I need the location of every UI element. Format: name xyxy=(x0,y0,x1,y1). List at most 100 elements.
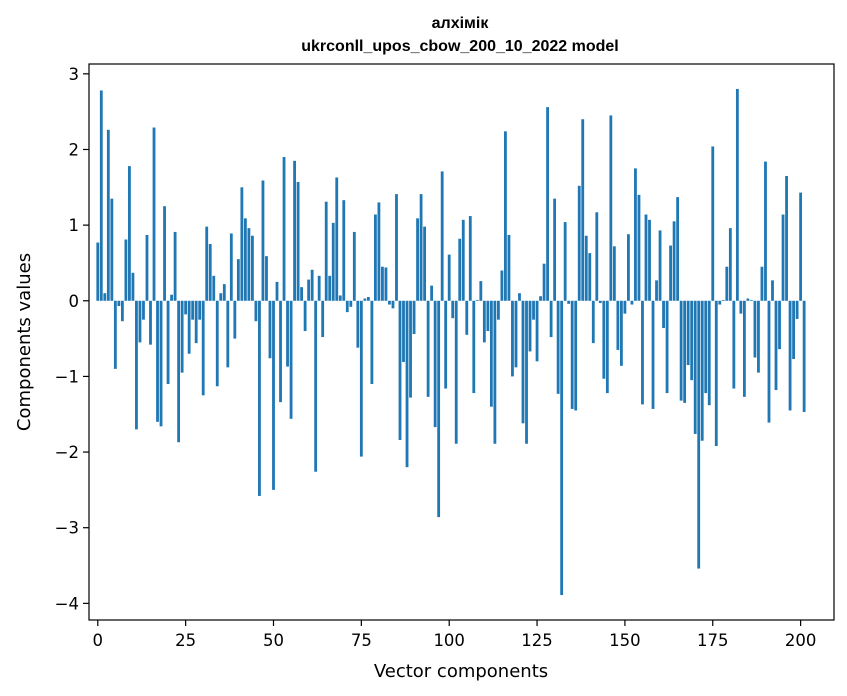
bar xyxy=(177,300,181,443)
bar xyxy=(602,300,606,379)
bar xyxy=(156,300,159,422)
bar xyxy=(113,300,117,369)
bar xyxy=(612,246,616,301)
bar xyxy=(567,300,571,304)
bar xyxy=(289,300,293,419)
bar xyxy=(619,300,623,366)
bar xyxy=(120,300,124,322)
bar xyxy=(391,300,395,309)
bar xyxy=(279,300,282,403)
bar xyxy=(496,300,500,320)
bar xyxy=(229,233,233,301)
bar xyxy=(135,300,138,430)
bar xyxy=(595,212,599,301)
bar xyxy=(686,300,690,366)
y-tick-label: 2 xyxy=(69,140,80,159)
plot-frame xyxy=(88,63,835,621)
bar xyxy=(251,235,254,301)
bar xyxy=(760,266,764,301)
bar xyxy=(321,300,325,338)
chart-title: алхімік xyxy=(432,15,490,32)
bar xyxy=(771,280,774,301)
bar xyxy=(662,300,665,328)
bar xyxy=(461,219,465,301)
bar xyxy=(131,272,135,301)
bar xyxy=(795,300,799,319)
bar xyxy=(641,300,644,405)
bar xyxy=(764,161,767,301)
bars-group xyxy=(96,88,806,596)
x-tick-label: 25 xyxy=(175,631,196,650)
bar xyxy=(314,300,318,472)
bar xyxy=(683,300,687,403)
x-axis-label: Vector components xyxy=(374,661,548,682)
bar xyxy=(560,300,564,596)
bar xyxy=(518,293,521,301)
bar xyxy=(240,187,244,301)
bar xyxy=(106,129,110,301)
x-tick-label: 50 xyxy=(263,631,284,650)
bar xyxy=(690,300,694,381)
bar xyxy=(539,296,542,301)
bar xyxy=(243,218,247,301)
bar xyxy=(138,300,142,343)
bar xyxy=(423,226,427,301)
bar xyxy=(300,287,304,301)
bar xyxy=(293,160,296,301)
x-tick-label: 125 xyxy=(521,631,553,650)
bar xyxy=(282,157,286,301)
bar xyxy=(750,300,753,301)
chart-subtitle: ukrconll_upos_cbow_200_10_2022 model xyxy=(301,38,618,55)
bar xyxy=(532,300,535,320)
bar xyxy=(149,300,152,345)
bar xyxy=(802,300,806,412)
bar xyxy=(792,300,795,360)
bar xyxy=(310,269,314,301)
bar xyxy=(584,235,588,301)
bar xyxy=(574,300,578,411)
bar xyxy=(124,239,128,301)
bar xyxy=(384,267,388,301)
bar xyxy=(381,266,384,301)
bar xyxy=(402,300,405,363)
bar xyxy=(201,300,205,396)
bar xyxy=(388,300,391,305)
bar xyxy=(781,214,785,301)
bar xyxy=(254,300,258,322)
bar xyxy=(430,285,434,301)
bar xyxy=(504,131,507,301)
bar xyxy=(757,300,760,373)
bar xyxy=(489,300,493,407)
bar xyxy=(317,275,321,301)
bar xyxy=(409,300,412,398)
bar xyxy=(514,300,518,368)
x-tick-label: 200 xyxy=(785,631,817,650)
bar xyxy=(714,300,718,447)
bar xyxy=(672,221,676,301)
bar xyxy=(205,226,209,301)
bar xyxy=(556,300,560,394)
bar xyxy=(637,194,641,301)
bar xyxy=(212,275,216,301)
bar xyxy=(219,293,223,301)
bar xyxy=(753,300,757,358)
bar xyxy=(338,295,342,301)
bar xyxy=(634,168,637,301)
bar xyxy=(577,185,581,301)
bar xyxy=(265,256,268,301)
y-axis-label: Components values xyxy=(14,253,35,431)
bar xyxy=(96,242,100,301)
bar xyxy=(767,300,771,423)
bar xyxy=(507,234,511,301)
bar xyxy=(454,300,458,444)
bar xyxy=(700,300,704,441)
bar xyxy=(342,200,346,301)
bar xyxy=(623,300,627,314)
bar xyxy=(117,300,121,307)
bar xyxy=(180,300,184,373)
bar xyxy=(99,90,103,301)
bar xyxy=(159,300,163,427)
bar xyxy=(194,300,198,344)
bar xyxy=(651,300,655,409)
